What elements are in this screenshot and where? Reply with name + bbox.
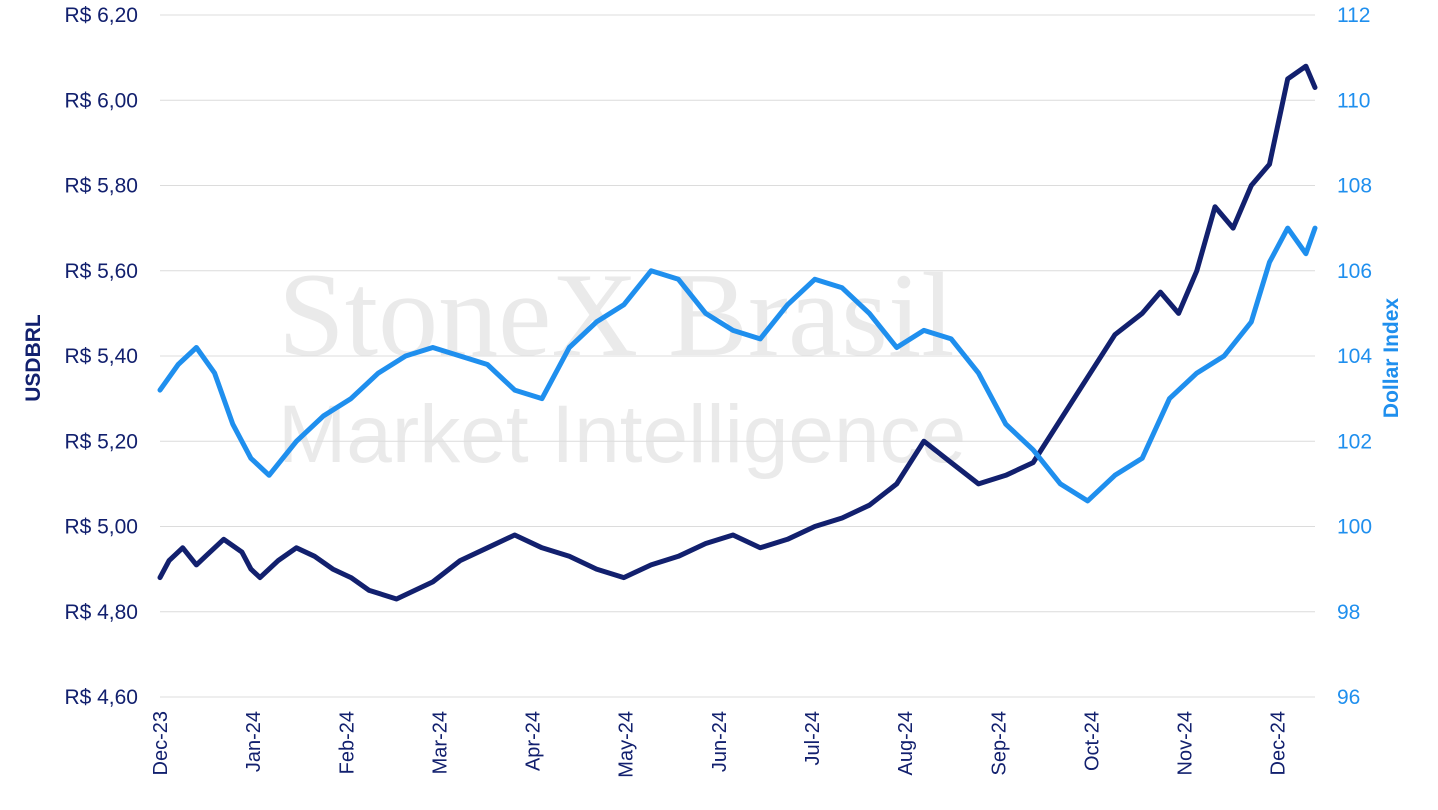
x-tick-label: Apr-24 [523, 711, 545, 771]
x-tick-label: Jun-24 [709, 711, 731, 772]
x-tick-label: Jul-24 [802, 711, 824, 765]
y-left-tick-label: R$ 5,60 [64, 260, 138, 283]
watermark-line1: StoneX Brasil [278, 248, 955, 381]
x-tick-label: Mar-24 [429, 711, 451, 774]
y-right-tick-label: 98 [1337, 601, 1360, 624]
series-line-usdbrl [157, 63, 1318, 602]
y-left-tick-label: R$ 6,20 [64, 4, 138, 27]
y-right-tick-label: 100 [1337, 516, 1372, 539]
y-right-tick-label: 110 [1337, 89, 1370, 112]
series-line-dollar-index [157, 225, 1318, 504]
y-left-tick-label: R$ 5,00 [64, 516, 138, 539]
gridlines [160, 14, 1315, 698]
y-left-tick-label: R$ 6,00 [64, 89, 138, 112]
y-left-tick-label: R$ 4,60 [64, 686, 138, 709]
x-tick-label: Aug-24 [895, 711, 917, 776]
x-tick-label: Dec-24 [1268, 711, 1290, 775]
y-left-tick-label: R$ 5,20 [64, 430, 138, 453]
y-axis-right-title: Dollar Index [1380, 298, 1403, 419]
x-tick-label: Dec-23 [150, 711, 172, 775]
y-axis-left-title: USDBRL [22, 314, 45, 402]
x-tick-label: Nov-24 [1175, 711, 1197, 775]
x-tick-label: Feb-24 [336, 711, 358, 774]
y-right-tick-label: 96 [1337, 686, 1360, 709]
y-left-tick-label: R$ 5,80 [64, 175, 138, 198]
x-tick-label: Jan-24 [243, 711, 265, 772]
y-right-tick-label: 112 [1337, 4, 1370, 27]
watermark-line2: Market Intelligence [278, 389, 966, 480]
y-right-tick-label: 106 [1337, 260, 1372, 283]
watermark: StoneX Brasil Market Intelligence [278, 248, 966, 480]
x-tick-label: Oct-24 [1081, 711, 1103, 771]
x-tick-label: Sep-24 [988, 711, 1010, 776]
y-right-tick-label: 108 [1337, 175, 1372, 198]
y-right-tick-label: 102 [1337, 430, 1372, 453]
series-group [157, 63, 1318, 602]
x-axis: Dec-23 Jan-24 Feb-24 Mar-24 Apr-24 May-24 Jun-… [150, 711, 1290, 778]
y-axis-left: R$ 4,60 R$ 4,80 R$ 5,00 R$ 5,20 R$ 5,40 R$ 5,… [64, 4, 138, 709]
y-left-tick-label: R$ 4,80 [64, 601, 138, 624]
y-right-tick-label: 104 [1337, 345, 1372, 368]
y-axis-right: 96 98 100 102 104 106 108 110 112 [1337, 4, 1372, 709]
x-tick-label: May-24 [616, 711, 638, 778]
y-left-tick-label: R$ 5,40 [64, 345, 138, 368]
